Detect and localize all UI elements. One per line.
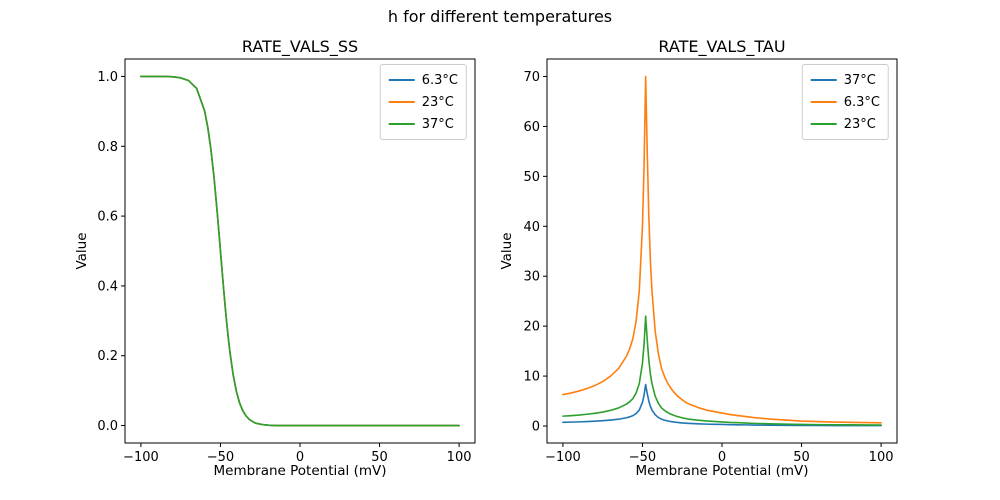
- x-tick-label: −50: [629, 450, 656, 465]
- legend-entry-label: 6.3°C: [843, 94, 880, 110]
- legend-entry-label: 23°C: [421, 94, 454, 110]
- legend-entry-label: 6.3°C: [421, 72, 458, 88]
- legend-line-sample: [388, 123, 415, 125]
- x-tick-label: −50: [207, 450, 234, 465]
- left-plot-title: RATE_VALS_SS: [241, 37, 359, 56]
- right-yaxis-label: Value: [499, 232, 515, 270]
- legend-line-sample: [388, 101, 415, 103]
- x-tick-label: 0: [718, 450, 726, 465]
- legend-entry: 6.3°C: [388, 69, 458, 91]
- right-xaxis-label: Membrane Potential (mV): [635, 463, 809, 479]
- legend-line-sample: [810, 123, 837, 125]
- y-tick-label: 1.0: [97, 70, 118, 85]
- y-tick-label: 70: [523, 70, 540, 85]
- legend-entry: 23°C: [388, 91, 458, 113]
- y-tick-label: 0.0: [97, 419, 118, 434]
- series-line-37°C: [140, 75, 460, 427]
- left-subplot-canvas: −100 −50 0 50 100 0.0 0.2 0.4 0.6 0.8 1.0: [97, 58, 476, 465]
- y-tick-label: 0.6: [97, 210, 118, 225]
- y-tick-label: 60: [523, 120, 540, 135]
- x-tick-label: 50: [371, 450, 388, 465]
- y-tick-label: 0.2: [97, 349, 118, 364]
- x-tick-label: 0: [296, 450, 304, 465]
- y-tick-label: 50: [523, 170, 540, 185]
- legend-entry: 37°C: [388, 113, 458, 135]
- y-tick-label: 0.4: [97, 279, 118, 294]
- series-line-6.3°C: [562, 75, 882, 424]
- legend-entry-label: 37°C: [421, 116, 454, 132]
- x-tick-label: −100: [123, 450, 159, 465]
- y-tick-label: 0.8: [97, 140, 118, 155]
- legend-entry: 37°C: [810, 69, 880, 91]
- legend-entry-label: 37°C: [843, 72, 876, 88]
- right-plot-title: RATE_VALS_TAU: [658, 37, 786, 56]
- legend-line-sample: [810, 79, 837, 81]
- series-line-23°C: [562, 315, 882, 426]
- figure-suptitle: h for different temperatures: [387, 7, 613, 26]
- y-tick-label: 30: [523, 270, 540, 285]
- y-tick-label: 40: [523, 220, 540, 235]
- x-tick-label: −100: [545, 450, 581, 465]
- y-tick-label: 20: [523, 320, 540, 335]
- x-tick-label: 50: [793, 450, 810, 465]
- x-tick-label: 100: [869, 450, 894, 465]
- legend: 37°C 6.3°C 23°C: [801, 64, 889, 140]
- right-subplot-canvas: −100 −50 0 50 100 0 10 20 30 40 50 60 70: [523, 58, 898, 465]
- legend-entry: 6.3°C: [810, 91, 880, 113]
- series-line-37°C: [562, 383, 882, 427]
- y-tick-label: 0: [532, 420, 540, 435]
- left-xaxis-label: Membrane Potential (mV): [213, 463, 387, 479]
- y-tick-label: 10: [523, 370, 540, 385]
- legend-entry: 23°C: [810, 113, 880, 135]
- legend-line-sample: [810, 101, 837, 103]
- legend-entry-label: 23°C: [843, 116, 876, 132]
- x-tick-label: 100: [447, 450, 472, 465]
- legend-line-sample: [388, 79, 415, 81]
- legend: 6.3°C 23°C 37°C: [379, 64, 467, 140]
- left-yaxis-label: Value: [74, 232, 90, 270]
